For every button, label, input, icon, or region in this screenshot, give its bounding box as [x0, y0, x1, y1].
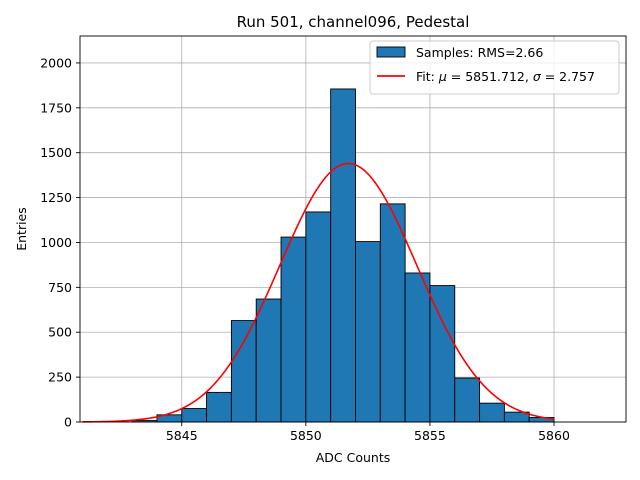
histogram-bar — [230, 320, 257, 423]
y-tick-label: 1500 — [40, 145, 72, 160]
y-axis-label: Entries — [14, 207, 29, 251]
y-axis-ticks: 0 250 500 750 1000 1250 1500 1750 2000 — [40, 55, 80, 430]
histogram-bar — [206, 391, 232, 423]
histogram-bar — [454, 377, 481, 423]
legend-swatch-samples — [376, 46, 406, 58]
y-tick-label: 750 — [48, 280, 72, 295]
fit-sigma-text: = 2.757 — [541, 69, 595, 84]
histogram-bar — [404, 272, 431, 423]
x-tick-label: 5855 — [414, 428, 446, 443]
histogram-bar — [330, 88, 356, 423]
y-tick-label: 2000 — [40, 55, 72, 70]
legend: Samples: RMS=2.66 Fit: μ = 5851.712, σ =… — [369, 40, 620, 95]
y-tick-label: 1250 — [40, 190, 72, 205]
legend-box — [369, 40, 620, 95]
histogram-bars — [131, 88, 555, 423]
x-tick-label: 5850 — [290, 428, 322, 443]
fit-curve — [82, 162, 555, 423]
x-axis-label: ADC Counts — [316, 450, 391, 465]
y-tick-label: 1000 — [40, 235, 72, 250]
fit-curve-group — [82, 162, 555, 423]
histogram-bar — [479, 402, 505, 423]
y-tick-label: 250 — [48, 370, 72, 385]
histogram-bar — [280, 236, 307, 423]
y-tick-label: 1750 — [40, 100, 72, 115]
histogram-bar — [255, 298, 282, 423]
fit-label-prefix: Fit: — [416, 69, 439, 84]
histogram-bar — [429, 285, 456, 423]
y-tick-label: 500 — [48, 325, 72, 340]
y-tick-label: 0 — [64, 415, 72, 430]
histogram-bar — [355, 241, 381, 423]
histogram-bar — [379, 203, 406, 423]
legend-label-fit: Fit: μ = 5851.712, σ = 2.757 — [416, 69, 595, 84]
x-axis-ticks: 5845 5850 5855 5860 — [166, 422, 570, 443]
chart-title: Run 501, channel096, Pedestal — [237, 13, 470, 31]
histogram-bar — [305, 211, 332, 423]
plot-frame — [79, 35, 627, 423]
histogram-bar — [181, 408, 208, 423]
x-tick-label: 5845 — [166, 428, 198, 443]
x-tick-label: 5860 — [538, 428, 570, 443]
legend-label-samples: Samples: RMS=2.66 — [416, 45, 543, 60]
fit-mu-symbol: μ — [438, 69, 447, 84]
fit-mu-text: = 5851.712, — [447, 69, 533, 84]
fit-sigma-symbol: σ — [533, 69, 542, 84]
